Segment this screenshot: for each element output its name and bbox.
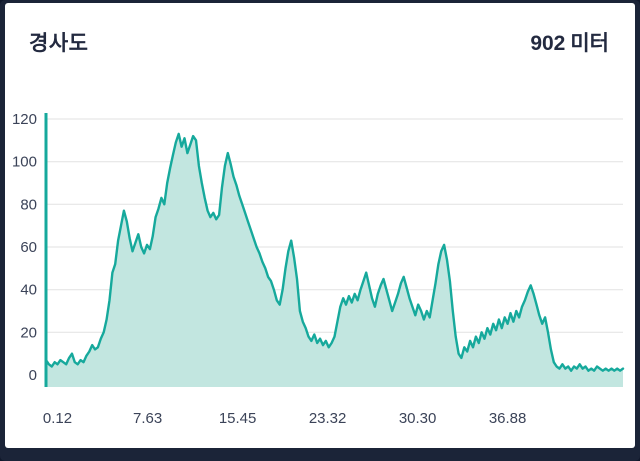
total-elevation-unit: 미터 — [570, 32, 609, 55]
x-tick-label-15.45: 15.45 — [219, 410, 257, 427]
y-tick-label-80: 80 — [20, 196, 37, 213]
chart-title: 경사도 — [29, 32, 89, 55]
x-tick-label-0.12: 0.12 — [43, 410, 72, 427]
x-tick-label-7.63: 7.63 — [133, 410, 162, 427]
total-elevation: 902 미터 — [530, 27, 609, 57]
y-tick-label-100: 100 — [12, 154, 37, 171]
elevation-area-fill — [46, 133, 623, 387]
x-tick-label-30.30: 30.30 — [399, 410, 437, 427]
elevation-profile-card: 경사도 902 미터 0 20 40 60 80 100 120 0.12 7.63 15.45 23… — [5, 3, 635, 448]
elevation-line — [44, 132, 625, 372]
slope-area-chart: 0 20 40 60 80 100 120 0.12 7.63 15.45 23.32 30.30 36… — [12, 111, 625, 427]
y-tick-label-20: 20 — [20, 324, 37, 341]
chart-header: 경사도 902 미터 — [5, 3, 635, 57]
x-tick-label-23.32: 23.32 — [309, 410, 347, 427]
y-tick-label-0: 0 — [29, 367, 37, 384]
y-tick-label-120: 120 — [12, 111, 37, 128]
total-elevation-value: 902 — [530, 32, 566, 55]
y-tick-label-40: 40 — [20, 282, 37, 299]
y-tick-label-60: 60 — [20, 239, 37, 256]
x-tick-label-36.88: 36.88 — [489, 410, 527, 427]
